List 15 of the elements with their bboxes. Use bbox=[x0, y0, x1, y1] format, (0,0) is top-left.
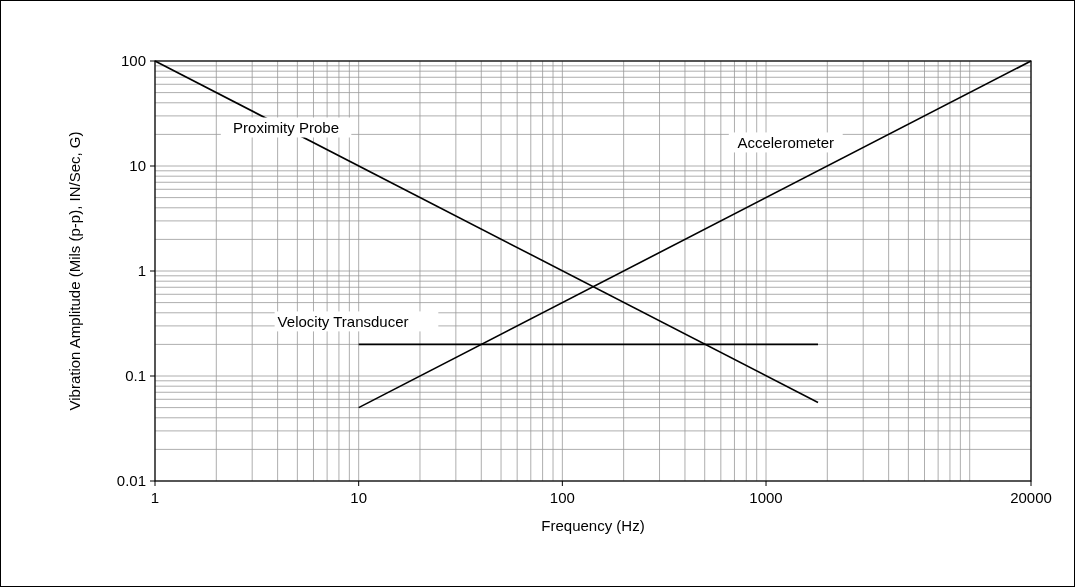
y-tick-label: 0.01 bbox=[116, 472, 146, 489]
series-label: Velocity Transducer bbox=[277, 313, 409, 331]
x-axis-title: Frequency (Hz) bbox=[541, 517, 645, 534]
x-tick-label: 10 bbox=[350, 489, 368, 506]
x-tick-label: 1 bbox=[150, 489, 160, 506]
y-tick-label: 10 bbox=[129, 157, 146, 174]
x-tick-label: 1000 bbox=[749, 489, 783, 506]
x-tick-label: 100 bbox=[549, 489, 575, 506]
y-tick-label: 100 bbox=[120, 52, 146, 69]
series-label: Proximity Probe bbox=[233, 119, 339, 137]
y-tick-label: 0.1 bbox=[125, 367, 146, 384]
y-axis-title: Vibration Amplitude (Mils (p-p), IN/Sec, G) bbox=[66, 131, 83, 411]
y-tick-label: 1 bbox=[137, 262, 146, 279]
series-label: Accelerometer bbox=[737, 134, 835, 152]
x-tick-label: 20000 bbox=[1010, 489, 1052, 506]
